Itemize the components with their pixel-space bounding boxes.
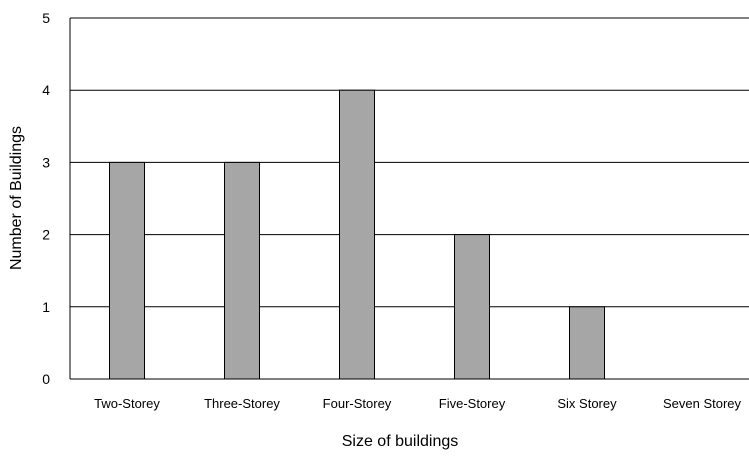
bar-five-storey <box>454 234 490 380</box>
y-tick-label: 0 <box>42 371 50 387</box>
x-tick-label: Three-Storey <box>204 396 280 411</box>
x-axis-title: Size of buildings <box>342 433 459 450</box>
bar-two-storey <box>109 161 145 380</box>
x-tick-label: Two-Storey <box>94 396 160 411</box>
x-tick-label: Five-Storey <box>439 396 506 411</box>
y-tick-label: 2 <box>42 227 50 243</box>
x-tick-label: Seven Storey <box>663 396 742 411</box>
y-tick-labels: 0 1 2 3 4 5 <box>42 10 50 387</box>
y-axis-title: Number of Buildings <box>8 126 25 270</box>
bar-four-storey <box>339 89 375 380</box>
y-tick-label: 1 <box>42 299 50 315</box>
x-tick-labels: Two-Storey Three-Storey Four-Storey Five-St… <box>94 396 741 411</box>
x-tick-label: Four-Storey <box>323 396 392 411</box>
gridlines <box>70 17 749 308</box>
bar-three-storey <box>224 161 260 380</box>
x-tick-label: Six Storey <box>557 396 617 411</box>
y-tick-label: 3 <box>42 154 50 170</box>
axes <box>69 18 749 380</box>
y-tick-label: 4 <box>42 82 50 98</box>
y-tick-label: 5 <box>42 10 50 26</box>
bar-six-storey <box>569 306 605 380</box>
bars <box>109 89 605 380</box>
